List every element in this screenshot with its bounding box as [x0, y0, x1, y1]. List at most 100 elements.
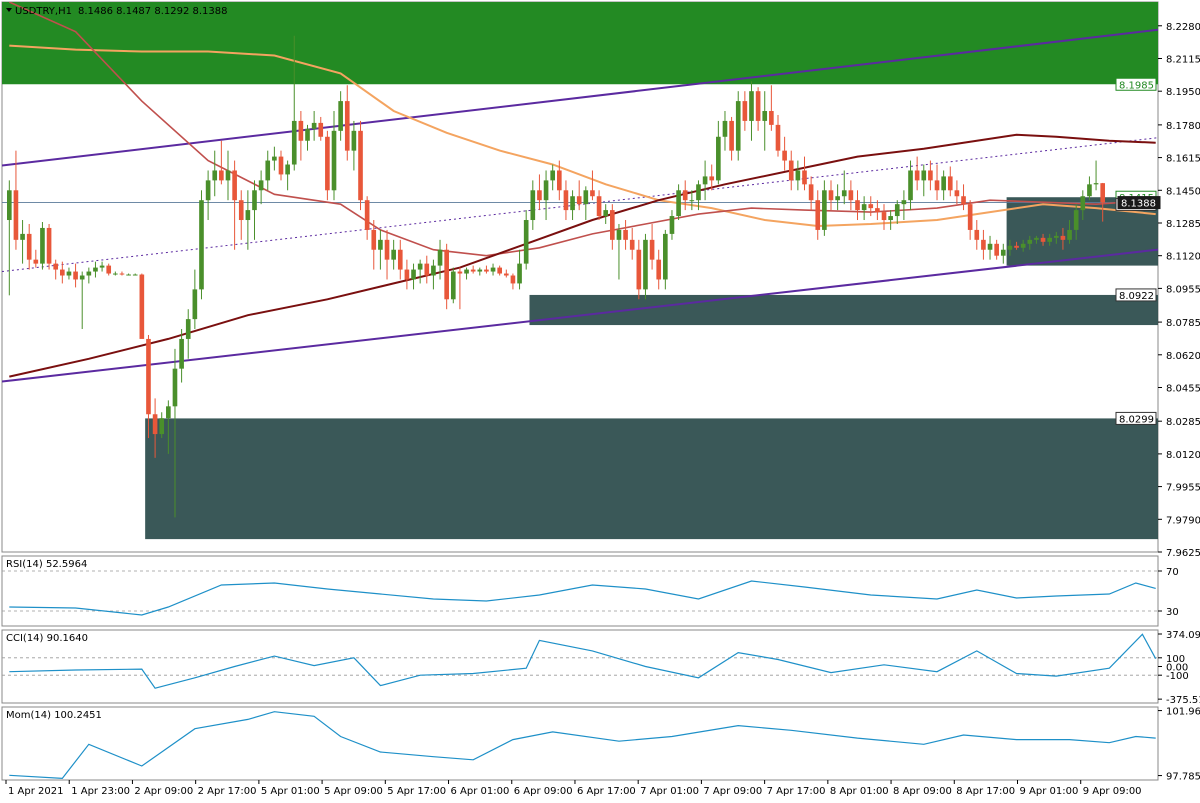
candle[interactable] [610, 204, 615, 250]
candle[interactable] [848, 180, 854, 211]
candle[interactable] [126, 273, 131, 276]
candle[interactable] [563, 180, 569, 221]
candle[interactable] [1080, 190, 1086, 221]
candle[interactable] [961, 184, 966, 211]
dropdown-triangle-icon[interactable] [6, 8, 12, 12]
candle[interactable] [205, 170, 211, 221]
candle[interactable] [1027, 235, 1033, 250]
candle[interactable] [20, 220, 25, 264]
candle[interactable] [523, 210, 529, 270]
candle[interactable] [682, 180, 688, 211]
candle[interactable] [583, 186, 589, 221]
candle[interactable] [66, 267, 72, 280]
candle[interactable] [159, 412, 165, 439]
candle[interactable] [73, 263, 78, 288]
candle[interactable] [570, 190, 575, 221]
candle[interactable] [431, 259, 436, 290]
candle[interactable] [716, 120, 721, 185]
candle[interactable] [855, 190, 860, 221]
candle[interactable] [325, 130, 330, 201]
candle[interactable] [272, 146, 277, 171]
candle[interactable] [252, 180, 257, 240]
candle[interactable] [1053, 231, 1059, 244]
candle[interactable] [762, 91, 768, 151]
candle[interactable] [470, 265, 476, 274]
candle[interactable] [1007, 239, 1013, 256]
candle[interactable] [722, 111, 728, 151]
candle[interactable] [749, 81, 754, 141]
candle[interactable] [384, 229, 390, 280]
candle[interactable] [444, 243, 449, 310]
candle[interactable] [1047, 233, 1052, 246]
candle[interactable] [1100, 182, 1106, 222]
candle[interactable] [696, 180, 701, 211]
candle[interactable] [166, 400, 171, 454]
candle[interactable] [643, 233, 648, 300]
candle[interactable] [497, 265, 502, 276]
candle[interactable] [576, 180, 582, 211]
candle[interactable] [629, 227, 635, 260]
candle[interactable] [404, 259, 410, 290]
candle[interactable] [616, 223, 622, 280]
candle[interactable] [649, 223, 655, 270]
candle[interactable] [775, 114, 781, 157]
candle[interactable] [987, 235, 993, 260]
candle[interactable] [417, 259, 423, 284]
candle[interactable] [378, 229, 383, 270]
candle[interactable] [1020, 239, 1026, 252]
candle[interactable] [212, 150, 218, 197]
candle[interactable] [901, 190, 907, 221]
candle[interactable] [391, 239, 396, 270]
candle[interactable] [782, 136, 787, 171]
candle[interactable] [46, 223, 52, 270]
candle[interactable] [656, 249, 662, 290]
candle[interactable] [888, 210, 893, 230]
candle[interactable] [908, 160, 913, 211]
candle[interactable] [709, 164, 715, 191]
candle[interactable] [894, 200, 900, 224]
candle[interactable] [371, 220, 377, 270]
candle[interactable] [411, 263, 416, 290]
candle[interactable] [351, 120, 357, 171]
candle[interactable] [590, 170, 595, 201]
candle[interactable] [556, 160, 562, 201]
candle[interactable] [484, 265, 489, 274]
candle[interactable] [119, 271, 125, 276]
candle[interactable] [33, 249, 39, 268]
candle[interactable] [835, 184, 840, 211]
candle[interactable] [358, 120, 363, 211]
candle[interactable] [13, 150, 19, 250]
candle[interactable] [947, 166, 953, 197]
candle[interactable] [1087, 176, 1092, 201]
candle[interactable] [305, 124, 310, 151]
candle[interactable] [1067, 220, 1072, 244]
candle[interactable] [934, 164, 940, 201]
candle[interactable] [1060, 227, 1066, 250]
candle[interactable] [397, 239, 403, 280]
candle[interactable] [636, 239, 642, 300]
candle[interactable] [192, 269, 198, 330]
candle[interactable] [6, 180, 12, 296]
candle[interactable] [238, 190, 244, 240]
candle[interactable] [755, 87, 761, 131]
candle[interactable] [669, 210, 675, 240]
candle[interactable] [815, 190, 821, 240]
candle[interactable] [1014, 241, 1019, 250]
candle[interactable] [311, 111, 317, 141]
candle[interactable] [967, 200, 973, 240]
candle[interactable] [841, 170, 847, 205]
candle[interactable] [331, 111, 337, 201]
candle[interactable] [742, 91, 748, 131]
candle[interactable] [265, 150, 271, 191]
candle[interactable] [596, 190, 602, 221]
candle[interactable] [86, 267, 92, 284]
candle[interactable] [676, 184, 681, 221]
candle[interactable] [437, 239, 443, 280]
candle[interactable] [424, 255, 430, 284]
candle[interactable] [729, 116, 734, 161]
candle[interactable] [26, 223, 32, 270]
candle[interactable] [735, 91, 741, 161]
candle[interactable] [802, 156, 807, 191]
candle[interactable] [994, 239, 999, 260]
